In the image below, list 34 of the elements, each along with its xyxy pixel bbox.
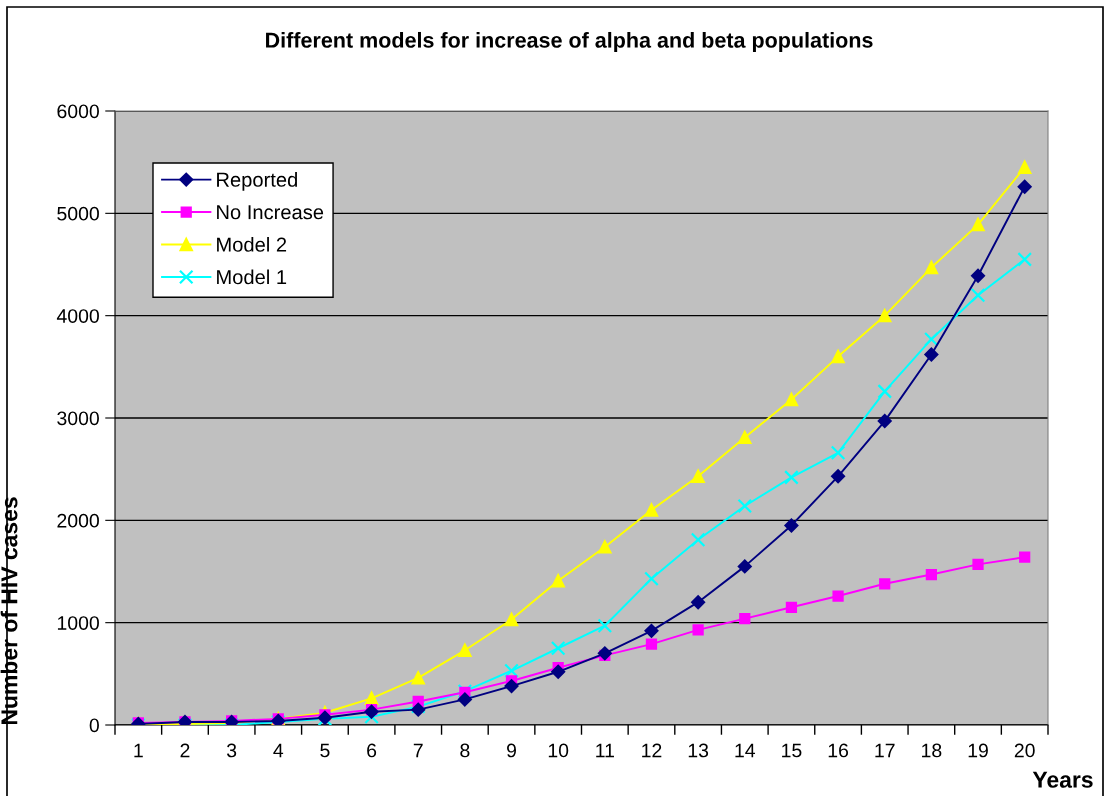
- y-tick-label: 1000: [57, 616, 99, 630]
- x-tick-label: 13: [688, 743, 709, 758]
- x-axis-title: Years: [1032, 771, 1093, 788]
- chart-title: Different models for increase of alpha and beta populations: [266, 31, 873, 53]
- x-tick-label: 1: [134, 743, 143, 758]
- y-tick-label: 4000: [56, 309, 99, 323]
- x-tick-label: 20: [1014, 743, 1035, 758]
- x-tick-label: 11: [596, 743, 614, 758]
- y-tick-label: 6000: [57, 104, 99, 119]
- x-tick-label: 17: [875, 743, 895, 758]
- x-tick-label: 16: [828, 743, 849, 758]
- x-tick-label: 18: [922, 743, 942, 758]
- y-tick-label: 3000: [57, 411, 99, 426]
- x-tick-label: 6: [367, 743, 377, 758]
- x-tick-label: 7: [413, 743, 423, 758]
- y-axis-title: Number of HIV cases: [0, 497, 18, 725]
- x-tick-label: 19: [968, 743, 988, 758]
- x-tick-label: 4: [273, 743, 284, 758]
- y-tick-label: 2000: [57, 513, 99, 528]
- x-tick-label: 10: [548, 743, 569, 758]
- legend-label: Model 1: [217, 269, 287, 285]
- x-tick-label: 3: [226, 743, 237, 758]
- x-tick-label: 2: [180, 743, 190, 758]
- x-tick-label: 15: [782, 743, 802, 758]
- x-tick-label: 12: [642, 743, 662, 758]
- y-tick-label: 5000: [57, 206, 99, 221]
- y-tick-label: 0: [89, 718, 99, 733]
- legend-label: Reported: [217, 172, 297, 191]
- x-tick-label: 8: [460, 743, 470, 758]
- x-tick-label: 5: [320, 743, 330, 758]
- legend-label: Model 2: [217, 237, 287, 252]
- x-tick-label: 9: [507, 743, 517, 758]
- x-tick-label: 14: [735, 743, 756, 758]
- legend-label: No Increase: [217, 205, 324, 220]
